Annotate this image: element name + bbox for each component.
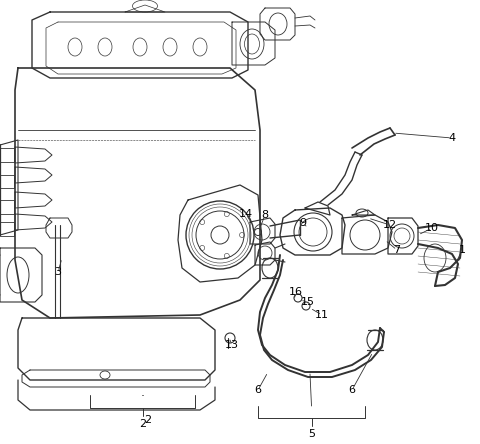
- Text: 10: 10: [425, 223, 439, 233]
- Text: 6: 6: [254, 385, 262, 395]
- Text: 13: 13: [225, 340, 239, 350]
- Text: 11: 11: [315, 310, 329, 320]
- Text: 14: 14: [239, 209, 253, 219]
- Text: 7: 7: [394, 245, 401, 255]
- Text: 5: 5: [308, 429, 315, 439]
- Text: 2: 2: [139, 419, 146, 429]
- Text: 3: 3: [55, 267, 61, 277]
- Text: 16: 16: [289, 287, 303, 297]
- Text: 9: 9: [300, 218, 307, 228]
- Text: 8: 8: [262, 210, 269, 220]
- Text: 12: 12: [383, 220, 397, 230]
- Text: 1: 1: [458, 245, 466, 255]
- Text: 4: 4: [448, 133, 456, 143]
- Text: 2: 2: [144, 415, 152, 425]
- Text: 15: 15: [301, 297, 315, 307]
- Text: 6: 6: [348, 385, 356, 395]
